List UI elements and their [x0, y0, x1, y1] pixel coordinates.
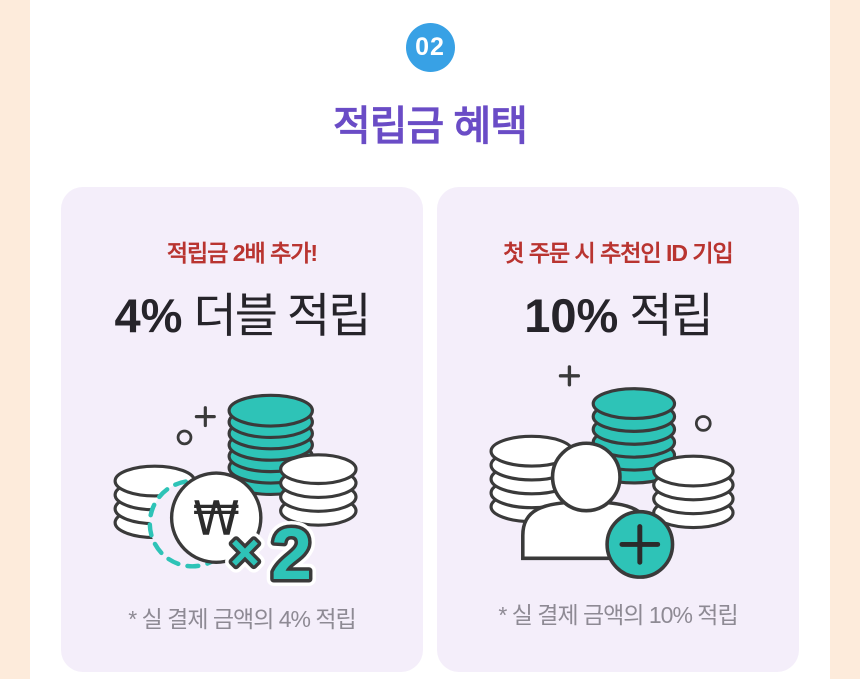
circle-decoration-icon	[176, 429, 193, 446]
circle-decoration-icon	[694, 415, 712, 432]
svg-text:×: ×	[230, 523, 260, 581]
card-subtitle: 첫 주문 시 추천인 ID 기입	[503, 240, 733, 266]
card-footnote: * 실 결제 금액의 10% 적립	[498, 602, 738, 628]
card-referral-points: 첫 주문 시 추천인 ID 기입 10% 적립	[437, 187, 799, 672]
person-coins-illustration	[489, 365, 735, 579]
won-coin-icon	[169, 471, 263, 565]
card-headline: 10% 적립	[524, 277, 714, 346]
benefit-cards: 적립금 2배 추가! 4% 더블 적립	[30, 187, 830, 672]
plus-icon	[558, 365, 581, 387]
plus-icon	[194, 406, 216, 428]
card-footnote: * 실 결제 금액의 4% 적립	[128, 606, 356, 632]
coin-stack-teal	[227, 393, 314, 497]
won-symbol: ₩	[193, 492, 240, 547]
headline-text: 더블 적립	[182, 289, 371, 342]
svg-text:×: ×	[230, 523, 260, 581]
page-title: 적립금 혜택	[333, 103, 528, 149]
coin-stack-white-right	[652, 454, 735, 530]
content-area: 02 적립금 혜택 적립금 2배 추가! 4% 더블 적립	[30, 0, 830, 679]
card-subtitle: 적립금 2배 추가!	[166, 240, 318, 266]
add-badge-icon	[605, 509, 675, 579]
section-header: 02 적립금 혜택	[30, 0, 830, 152]
card-headline: 4% 더블 적립	[114, 277, 371, 346]
card-double-points: 적립금 2배 추가! 4% 더블 적립	[61, 187, 423, 672]
svg-text:2: 2	[271, 513, 312, 595]
coin-stack-white-right	[279, 453, 358, 527]
svg-text:2: 2	[271, 513, 312, 595]
x2-label: × 2 × 2 × 2	[223, 506, 319, 600]
headline-percent: 10%	[524, 289, 619, 342]
coins-x2-illustration: ₩ × 2 × 2 × 2	[113, 393, 358, 600]
svg-text:2: 2	[271, 513, 312, 595]
svg-text:×: ×	[230, 523, 260, 581]
section-number-badge: 02	[405, 23, 455, 72]
headline-percent: 4%	[114, 289, 183, 342]
headline-text: 적립	[618, 289, 713, 342]
